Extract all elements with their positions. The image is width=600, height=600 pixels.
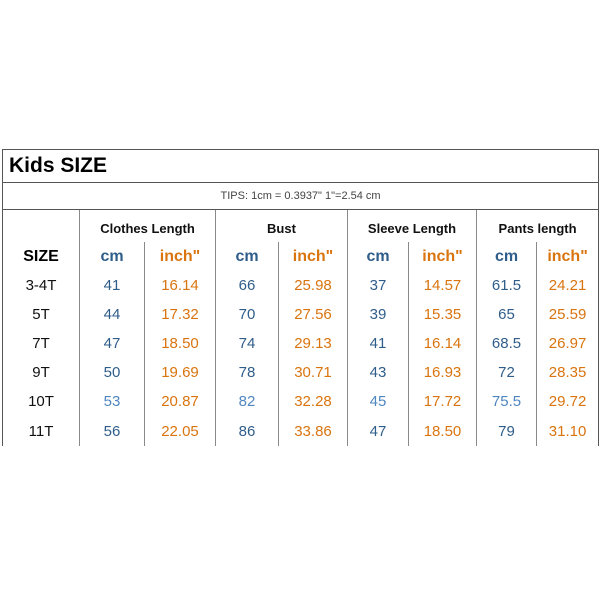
pants-length-header: Pants length [475,209,600,242]
kids-size-chart: Kids SIZE TIPS: 1cm = 0.3937" 1"=2.54 cm… [1,149,600,446]
clothes-length-cm: 56 [79,416,145,446]
size-label: 5T [2,300,80,329]
bust-cm: 70 [215,300,279,329]
measurement-group-row: Clothes Length Bust Sleeve Length Pants … [2,209,600,242]
pants-length-cm: 68.5 [476,329,537,358]
sleeve-length-inch: 18.50 [408,416,477,446]
clothes-length-inch: 18.50 [144,329,216,358]
bust-inch: 25.98 [278,271,348,300]
clothes-length-header: Clothes Length [79,209,216,242]
pants-length-inch: 25.59 [535,300,600,329]
bust-inch: 30.71 [278,358,348,387]
bust-cm: 66 [215,271,279,300]
pants-length-inch: 29.72 [535,387,600,416]
pants-length-cm: 65 [476,300,537,329]
chart-title: Kids SIZE [1,149,600,183]
clothes-length-inch: 17.32 [144,300,216,329]
size-label: 3-4T [2,271,80,300]
unit-inch: inch" [535,242,600,271]
pants-length-cm: 79 [476,416,537,446]
unit-cm: cm [347,242,409,271]
clothes-length-cm: 53 [79,387,145,416]
sleeve-length-inch: 16.14 [408,329,477,358]
sleeve-length-cm: 43 [347,358,409,387]
unit-cm: cm [476,242,537,271]
table-row: 5T 44 17.32 70 27.56 39 15.35 65 25.59 [2,300,600,329]
bust-cm: 82 [215,387,279,416]
sleeve-length-inch: 16.93 [408,358,477,387]
clothes-length-inch: 16.14 [144,271,216,300]
size-label: 10T [2,387,80,416]
sleeve-length-inch: 17.72 [408,387,477,416]
clothes-length-cm: 50 [79,358,145,387]
sleeve-length-header: Sleeve Length [347,209,477,242]
bust-header: Bust [215,209,348,242]
title-row: Kids SIZE [1,149,600,183]
bust-inch: 27.56 [278,300,348,329]
size-group-spacer [2,209,80,242]
sleeve-length-cm: 45 [347,387,409,416]
unit-inch: inch" [408,242,477,271]
table-row: 3-4T 41 16.14 66 25.98 37 14.57 61.5 24.… [2,271,600,300]
bust-cm: 78 [215,358,279,387]
conversion-tips: TIPS: 1cm = 0.3937" 1"=2.54 cm [1,182,600,210]
sleeve-length-inch: 14.57 [408,271,477,300]
size-header: SIZE [2,242,80,271]
pants-length-inch: 26.97 [535,329,600,358]
clothes-length-inch: 22.05 [144,416,216,446]
clothes-length-cm: 41 [79,271,145,300]
bust-cm: 74 [215,329,279,358]
sleeve-length-inch: 15.35 [408,300,477,329]
pants-length-cm: 61.5 [476,271,537,300]
pants-length-inch: 31.10 [535,416,600,446]
sleeve-length-cm: 41 [347,329,409,358]
unit-inch: inch" [144,242,216,271]
unit-cm: cm [215,242,279,271]
size-label: 7T [2,329,80,358]
table-row: 7T 47 18.50 74 29.13 41 16.14 68.5 26.97 [2,329,600,358]
clothes-length-inch: 20.87 [144,387,216,416]
tips-row: TIPS: 1cm = 0.3937" 1"=2.54 cm [1,182,600,210]
pants-length-inch: 24.21 [535,271,600,300]
clothes-length-inch: 19.69 [144,358,216,387]
sleeve-length-cm: 39 [347,300,409,329]
bust-inch: 33.86 [278,416,348,446]
pants-length-cm: 72 [476,358,537,387]
unit-cm: cm [79,242,145,271]
clothes-length-cm: 44 [79,300,145,329]
sleeve-length-cm: 47 [347,416,409,446]
bust-inch: 29.13 [278,329,348,358]
pants-length-cm: 75.5 [476,387,537,416]
table-row: 9T 50 19.69 78 30.71 43 16.93 72 28.35 [2,358,600,387]
table-row: 11T 56 22.05 86 33.86 47 18.50 79 31.10 [2,416,600,446]
unit-inch: inch" [278,242,348,271]
table-row: 10T 53 20.87 82 32.28 45 17.72 75.5 29.7… [2,387,600,416]
size-label: 9T [2,358,80,387]
bust-inch: 32.28 [278,387,348,416]
pants-length-inch: 28.35 [535,358,600,387]
bust-cm: 86 [215,416,279,446]
sleeve-length-cm: 37 [347,271,409,300]
clothes-length-cm: 47 [79,329,145,358]
size-label: 11T [2,416,80,446]
unit-row: SIZE cm inch" cm inch" cm inch" cm inch" [2,242,600,271]
